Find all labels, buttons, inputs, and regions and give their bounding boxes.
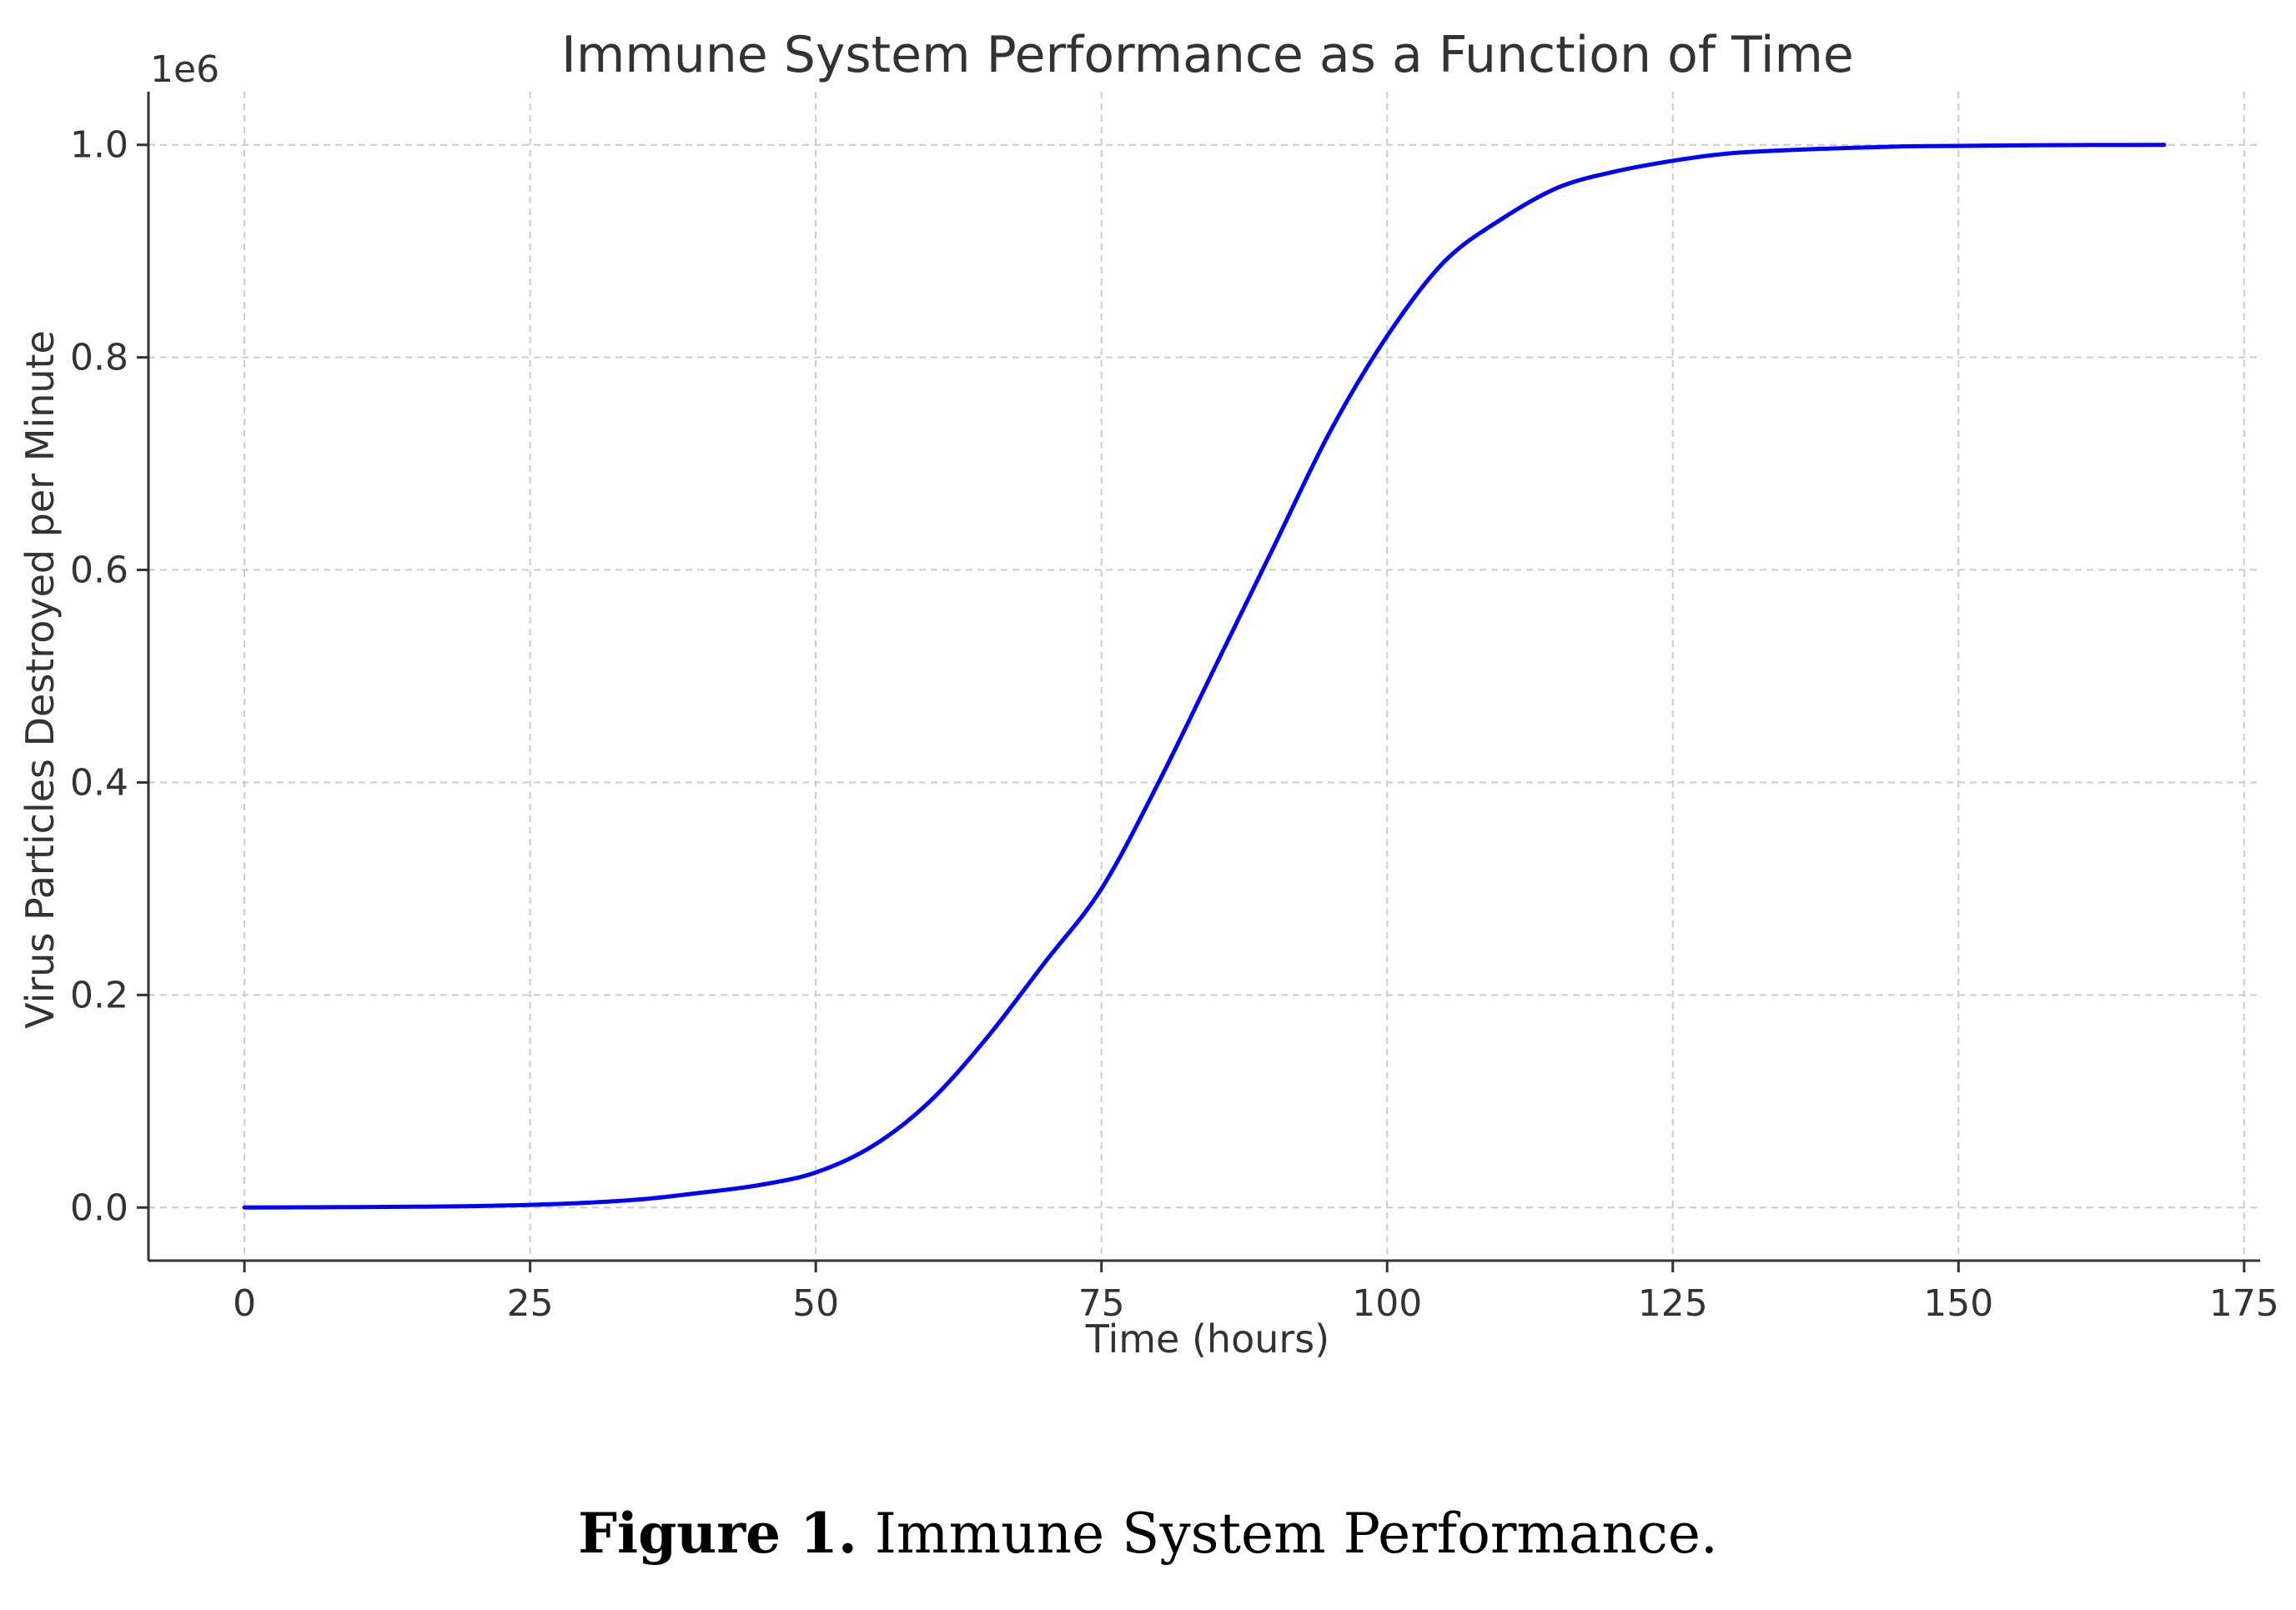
x-tick-label: 0 [233, 1282, 256, 1325]
y-tick-label: 1.0 [70, 124, 128, 167]
x-tick-label: 75 [1078, 1282, 1125, 1325]
y-tick-label: 0.2 [70, 974, 128, 1016]
y-tick-label: 0.4 [70, 761, 128, 804]
y-tick-label: 0.0 [70, 1186, 128, 1229]
y-tick-label: 0.6 [70, 549, 128, 592]
x-tick-label: 100 [1352, 1282, 1422, 1325]
data-line [242, 143, 2167, 1210]
y-axis-label: Virus Particles Destroyed per Minute [18, 330, 63, 1029]
x-tick-label: 175 [2209, 1282, 2279, 1325]
chart-title: Immune System Performance as a Function … [561, 26, 1854, 84]
x-axis-label: Time (hours) [1085, 1317, 1329, 1362]
axes [147, 92, 2260, 1262]
x-tick-label: 125 [1638, 1282, 1708, 1325]
series-line [242, 143, 2167, 1210]
y-offset-label: 1e6 [150, 48, 219, 91]
figure-caption: Figure 1. Immune System Performance. [0, 1501, 2296, 1566]
x-tick-label: 25 [507, 1282, 554, 1325]
caption-text: Immune System Performance. [857, 1502, 1718, 1566]
x-tick-label: 150 [1923, 1282, 1993, 1325]
x-tick-label: 50 [792, 1282, 839, 1325]
ticks: 0 25 50 75 100 125 150 175 0.0 0.2 0.4 0.6 0.8 1.0 [70, 124, 2279, 1325]
caption-label: Figure 1. [578, 1501, 857, 1566]
grid [148, 92, 2260, 1261]
y-tick-label: 0.8 [70, 337, 128, 379]
